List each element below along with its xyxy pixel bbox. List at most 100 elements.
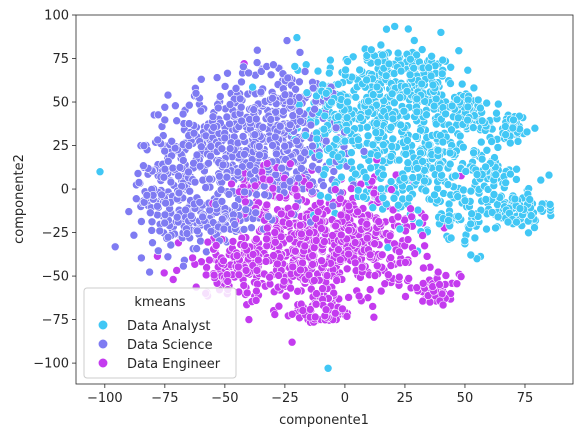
point-data-engineer bbox=[281, 291, 291, 301]
point-data-engineer bbox=[401, 292, 410, 301]
point-data-science bbox=[224, 190, 234, 199]
point-data-engineer bbox=[308, 251, 317, 260]
point-data-engineer bbox=[344, 201, 354, 211]
point-data-science bbox=[239, 225, 249, 234]
point-data-science bbox=[359, 147, 369, 156]
point-data-science bbox=[163, 90, 173, 100]
point-data-science bbox=[217, 197, 227, 206]
point-data-science bbox=[295, 107, 304, 116]
point-data-engineer bbox=[293, 286, 302, 296]
y-tick-label: −75 bbox=[42, 313, 69, 328]
point-data-engineer bbox=[287, 337, 297, 347]
point-data-analyst bbox=[366, 45, 376, 55]
point-data-engineer bbox=[244, 315, 254, 324]
point-data-analyst bbox=[292, 33, 302, 42]
point-data-engineer bbox=[410, 249, 420, 258]
point-data-science bbox=[160, 115, 170, 125]
point-data-science bbox=[185, 186, 194, 196]
point-data-analyst bbox=[457, 79, 467, 89]
point-data-science bbox=[195, 162, 205, 171]
point-data-analyst bbox=[341, 65, 350, 75]
point-data-analyst bbox=[364, 96, 373, 106]
point-data-science bbox=[142, 191, 152, 200]
point-data-engineer bbox=[370, 271, 380, 280]
point-data-analyst bbox=[395, 93, 405, 102]
point-data-analyst bbox=[319, 124, 329, 134]
point-data-science bbox=[268, 141, 277, 150]
point-data-science bbox=[147, 226, 156, 235]
legend-title: kmeans bbox=[134, 295, 185, 310]
point-data-analyst bbox=[411, 132, 421, 141]
point-data-engineer bbox=[270, 238, 280, 247]
point-data-analyst bbox=[333, 80, 343, 89]
point-data-engineer bbox=[290, 184, 300, 194]
point-data-analyst bbox=[422, 110, 431, 119]
point-data-engineer bbox=[288, 262, 298, 272]
point-data-analyst bbox=[366, 163, 376, 173]
point-data-science bbox=[249, 105, 258, 114]
point-data-analyst bbox=[404, 193, 414, 203]
point-data-analyst bbox=[359, 192, 368, 202]
point-data-science bbox=[231, 84, 241, 93]
point-data-engineer bbox=[309, 243, 319, 252]
point-data-engineer bbox=[265, 175, 275, 185]
point-data-engineer bbox=[286, 283, 295, 293]
point-data-science bbox=[134, 178, 144, 187]
point-data-analyst bbox=[460, 236, 470, 246]
point-data-analyst bbox=[342, 113, 352, 122]
point-data-engineer bbox=[250, 181, 260, 191]
points-layer bbox=[95, 22, 556, 373]
point-data-science bbox=[279, 107, 288, 116]
point-data-science bbox=[215, 171, 224, 181]
point-data-science bbox=[282, 36, 292, 45]
legend-box bbox=[83, 287, 237, 379]
point-data-engineer bbox=[376, 286, 386, 296]
point-data-engineer bbox=[291, 202, 301, 211]
point-data-analyst bbox=[383, 243, 393, 252]
point-data-analyst bbox=[396, 66, 406, 76]
point-data-analyst bbox=[438, 137, 448, 147]
point-data-engineer bbox=[394, 272, 404, 282]
point-data-engineer bbox=[203, 237, 213, 247]
point-data-analyst bbox=[536, 204, 545, 214]
point-data-engineer bbox=[253, 279, 262, 289]
point-data-engineer bbox=[401, 258, 410, 267]
point-data-analyst bbox=[399, 106, 409, 116]
point-data-engineer bbox=[248, 250, 258, 259]
point-data-analyst bbox=[477, 154, 487, 164]
point-data-analyst bbox=[417, 45, 427, 54]
point-data-analyst bbox=[95, 167, 105, 176]
point-data-analyst bbox=[428, 80, 438, 90]
point-data-analyst bbox=[403, 24, 413, 34]
point-data-analyst bbox=[312, 134, 322, 144]
point-data-engineer bbox=[380, 279, 390, 289]
point-data-science bbox=[252, 58, 262, 67]
point-data-analyst bbox=[493, 212, 503, 222]
point-data-science bbox=[160, 210, 170, 220]
point-data-science bbox=[153, 201, 162, 211]
point-data-engineer bbox=[305, 228, 314, 237]
point-data-engineer bbox=[253, 255, 263, 265]
point-data-analyst bbox=[476, 137, 486, 147]
point-data-science bbox=[233, 167, 243, 177]
point-data-analyst bbox=[513, 137, 523, 146]
point-data-engineer bbox=[344, 293, 353, 302]
point-data-engineer bbox=[344, 249, 353, 259]
point-data-analyst bbox=[451, 171, 460, 181]
point-data-analyst bbox=[430, 190, 439, 200]
point-data-engineer bbox=[241, 266, 251, 275]
point-data-analyst bbox=[445, 159, 455, 169]
point-data-analyst bbox=[469, 83, 479, 93]
point-data-science bbox=[184, 167, 193, 177]
point-data-analyst bbox=[376, 184, 386, 194]
point-data-science bbox=[225, 100, 235, 109]
point-data-engineer bbox=[433, 267, 443, 277]
point-data-analyst bbox=[355, 65, 365, 75]
point-data-science bbox=[247, 223, 256, 232]
point-data-engineer bbox=[239, 281, 249, 290]
point-data-analyst bbox=[522, 127, 532, 137]
point-data-engineer bbox=[295, 220, 305, 230]
point-data-analyst bbox=[393, 48, 403, 58]
point-data-science bbox=[331, 123, 341, 133]
point-data-science bbox=[252, 190, 261, 199]
